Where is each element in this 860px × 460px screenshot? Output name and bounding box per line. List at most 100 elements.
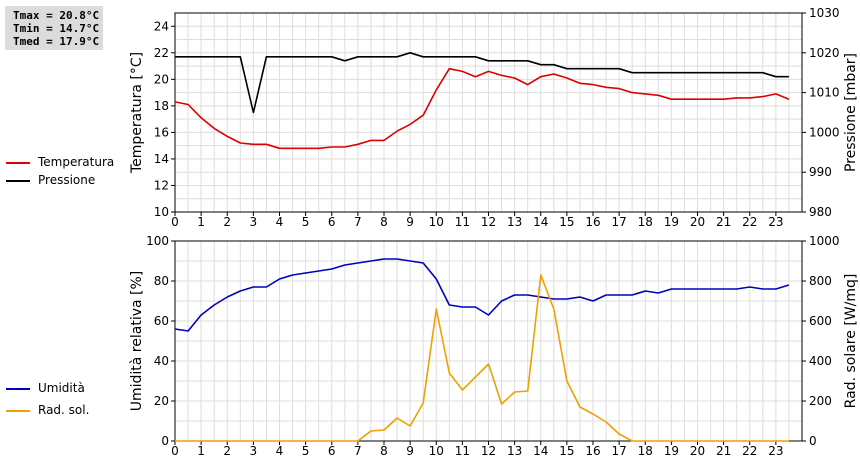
- y2-tick-label: 0: [809, 434, 817, 448]
- x-tick-label: 18: [638, 444, 653, 458]
- x-tick-label: 23: [768, 444, 783, 458]
- x-tick-label: 16: [585, 215, 600, 229]
- x-tick-label: 21: [716, 444, 731, 458]
- x-tick-label: 8: [380, 444, 388, 458]
- y2-tick-label: 200: [809, 394, 832, 408]
- x-tick-label: 14: [533, 215, 548, 229]
- legend-label: Umidità: [38, 381, 85, 395]
- y-tick-label: 20: [154, 394, 169, 408]
- x-tick-label: 2: [223, 444, 231, 458]
- x-tick-label: 19: [664, 444, 679, 458]
- legend-label: Rad. sol.: [38, 403, 90, 417]
- x-tick-label: 7: [354, 444, 362, 458]
- y-tick-label: 18: [154, 99, 169, 113]
- y2-tick-label: 990: [809, 165, 832, 179]
- x-tick-label: 7: [354, 215, 362, 229]
- x-tick-label: 2: [223, 215, 231, 229]
- y-tick-label: 24: [154, 19, 169, 33]
- x-tick-label: 17: [611, 444, 626, 458]
- y-tick-label: 20: [154, 72, 169, 86]
- stats-box: Tmax = 20.8°C Tmin = 14.7°C Tmed = 17.9°…: [5, 6, 103, 50]
- x-tick-label: 5: [302, 444, 310, 458]
- x-tick-label: 4: [276, 444, 284, 458]
- x-tick-label: 14: [533, 444, 548, 458]
- x-tick-label: 0: [171, 215, 179, 229]
- x-tick-label: 11: [455, 215, 470, 229]
- stat-tmed: Tmed = 17.9°C: [13, 35, 100, 48]
- series-line-umidit-: [174, 258, 790, 332]
- y2-tick-label: 1000: [809, 125, 840, 139]
- x-tick-label: 9: [406, 444, 414, 458]
- legend-rad-sol: Rad. sol.: [6, 402, 89, 418]
- series-line-rad-sol-: [175, 274, 789, 442]
- y2-tick-label: 980: [809, 205, 832, 219]
- x-tick-label: 18: [638, 215, 653, 229]
- legend-pressione: Pressione: [6, 172, 95, 188]
- x-tick-label: 5: [302, 215, 310, 229]
- x-tick-label: 9: [406, 215, 414, 229]
- x-tick-label: 15: [559, 215, 574, 229]
- x-tick-label: 8: [380, 215, 388, 229]
- legend-swatch: [6, 179, 30, 182]
- x-tick-label: 3: [250, 215, 258, 229]
- legend-swatch: [6, 161, 30, 164]
- series-line-temperatura: [174, 67, 790, 150]
- x-tick-label: 21: [716, 215, 731, 229]
- x-tick-label: 12: [481, 215, 496, 229]
- x-tick-label: 13: [507, 215, 522, 229]
- x-tick-label: 6: [328, 215, 336, 229]
- legend-umidita: Umidità: [6, 380, 85, 396]
- y-tick-label: 0: [161, 434, 169, 448]
- x-tick-label: 17: [611, 215, 626, 229]
- y2-tick-label: 1010: [809, 86, 840, 100]
- y-tick-label: 12: [154, 178, 169, 192]
- legend-swatch: [6, 409, 30, 412]
- y-tick-label: 10: [154, 205, 169, 219]
- x-tick-label: 20: [690, 444, 705, 458]
- legend-label: Pressione: [38, 173, 96, 187]
- y2-tick-label: 1020: [809, 46, 840, 60]
- y-tick-label: 16: [154, 125, 169, 139]
- x-tick-label: 20: [690, 215, 705, 229]
- x-tick-label: 10: [429, 215, 444, 229]
- x-tick-label: 23: [768, 215, 783, 229]
- x-tick-label: 11: [455, 444, 470, 458]
- x-tick-label: 19: [664, 215, 679, 229]
- x-tick-label: 10: [429, 444, 444, 458]
- y2-tick-label: 600: [809, 314, 832, 328]
- y-tick-label: 60: [154, 314, 169, 328]
- x-tick-label: 12: [481, 444, 496, 458]
- x-tick-label: 22: [742, 444, 757, 458]
- y-axis-title: Umidità relativa [%]: [129, 271, 145, 412]
- y2-axis-title: Pressione [mbar]: [843, 53, 859, 172]
- stat-tmax: Tmax = 20.8°C: [13, 9, 100, 22]
- series-line-pressione: [175, 51, 789, 114]
- legend-temperatura: Temperatura: [6, 154, 114, 170]
- x-tick-label: 0: [171, 444, 179, 458]
- x-tick-label: 13: [507, 444, 522, 458]
- x-tick-label: 15: [559, 444, 574, 458]
- x-tick-label: 16: [585, 444, 600, 458]
- y-tick-label: 40: [154, 354, 169, 368]
- y2-tick-label: 1000: [809, 234, 840, 248]
- x-tick-label: 4: [276, 215, 284, 229]
- y-tick-label: 14: [154, 152, 169, 166]
- x-tick-label: 3: [250, 444, 258, 458]
- y2-tick-label: 400: [809, 354, 832, 368]
- y-tick-label: 100: [146, 234, 169, 248]
- x-tick-label: 22: [742, 215, 757, 229]
- x-tick-label: 6: [328, 444, 336, 458]
- x-tick-label: 1: [197, 215, 205, 229]
- legend-label: Temperatura: [38, 155, 115, 169]
- x-tick-label: 1: [197, 444, 205, 458]
- y2-axis-title: Rad. solare [W/mq]: [843, 274, 859, 409]
- legend-swatch: [6, 387, 30, 390]
- stat-tmin: Tmin = 14.7°C: [13, 22, 100, 35]
- y-tick-label: 22: [154, 46, 169, 60]
- y-axis-title: Temperatura [°C]: [129, 52, 145, 174]
- y2-tick-label: 800: [809, 274, 832, 288]
- y-tick-label: 80: [154, 274, 169, 288]
